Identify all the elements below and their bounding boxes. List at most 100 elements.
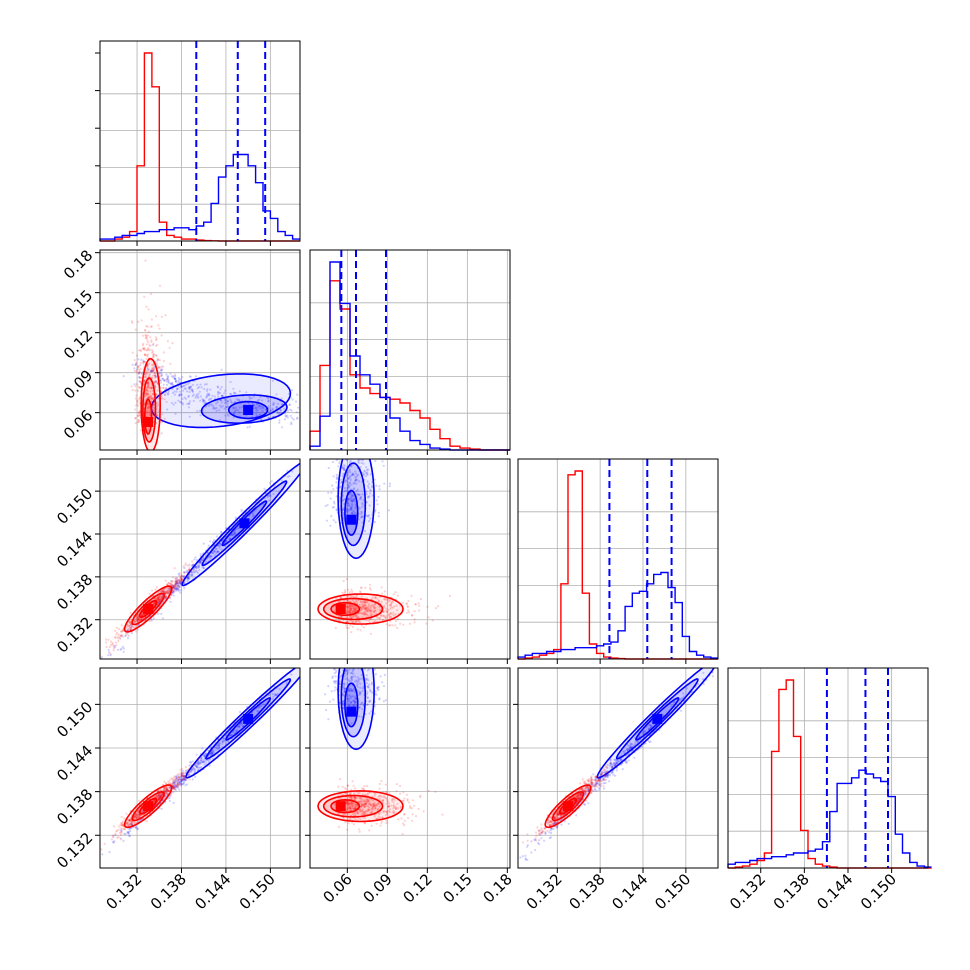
scatter-point xyxy=(128,819,131,822)
scatter-point xyxy=(336,656,338,658)
scatter-point xyxy=(166,789,170,792)
scatter-point xyxy=(150,386,153,389)
scatter-point xyxy=(148,592,151,595)
scatter-point xyxy=(202,758,205,761)
scatter-point xyxy=(358,620,361,623)
scatter-point xyxy=(130,627,133,630)
scatter-point xyxy=(184,769,187,772)
scatter-point xyxy=(216,747,219,750)
scatter-point xyxy=(142,342,145,345)
scatter-point xyxy=(202,566,205,569)
scatter-point xyxy=(347,504,350,507)
contour-level xyxy=(344,489,359,536)
scatter-point xyxy=(354,648,356,650)
scatter-point xyxy=(187,394,190,397)
scatter-point xyxy=(354,477,357,480)
scatter-point xyxy=(165,590,168,593)
scatter-point xyxy=(146,382,149,385)
contour-level xyxy=(317,593,404,625)
scatter-point xyxy=(133,815,137,819)
scatter-point xyxy=(176,387,179,390)
scatter-point xyxy=(349,651,351,653)
scatter-point xyxy=(251,512,254,516)
scatter-point xyxy=(176,780,179,783)
scatter-point xyxy=(181,774,184,777)
scatter-point xyxy=(134,821,137,824)
scatter-point xyxy=(354,503,357,506)
scatter-point xyxy=(162,588,165,591)
scatter-point xyxy=(178,584,181,587)
scatter-point xyxy=(148,362,151,365)
scatter-point xyxy=(191,388,194,392)
scatter-point xyxy=(113,840,116,843)
scatter-point xyxy=(191,573,194,576)
scatter-point xyxy=(158,596,161,599)
scatter-point xyxy=(268,411,271,414)
scatter-point xyxy=(383,604,386,607)
scatter-point xyxy=(402,623,405,626)
scatter-point xyxy=(158,797,161,800)
scatter-point xyxy=(352,655,354,657)
scatter-point xyxy=(344,442,346,444)
scatter-point xyxy=(163,379,166,382)
scatter-point xyxy=(176,784,180,788)
scatter-point xyxy=(349,611,352,614)
scatter-point xyxy=(194,765,198,768)
scatter-point xyxy=(171,585,175,588)
scatter-point xyxy=(174,401,177,404)
scatter-point xyxy=(120,831,123,835)
scatter-point xyxy=(358,480,361,483)
scatter-point xyxy=(367,679,370,682)
scatter-point xyxy=(150,370,153,373)
scatter-point xyxy=(166,789,169,793)
scatter-point xyxy=(351,616,354,619)
scatter-point xyxy=(158,798,161,801)
scatter-point xyxy=(149,292,152,296)
scatter-point xyxy=(146,390,149,393)
scatter-point xyxy=(363,604,366,607)
scatter-point xyxy=(367,615,370,618)
scatter-point xyxy=(342,707,345,710)
scatter-point xyxy=(159,796,162,799)
scatter-point xyxy=(179,577,183,581)
scatter-point xyxy=(268,499,271,502)
scatter-point xyxy=(208,403,211,406)
scatter-point xyxy=(349,697,352,700)
scatter-point xyxy=(363,478,366,481)
scatter-point xyxy=(191,563,194,567)
scatter-point xyxy=(155,362,158,365)
scatter-point xyxy=(213,549,216,553)
scatter-point xyxy=(137,815,140,818)
scatter-point xyxy=(174,784,177,787)
scatter-point xyxy=(325,708,328,712)
scatter-point xyxy=(349,430,351,432)
scatter-point xyxy=(151,350,154,353)
scatter-point xyxy=(362,626,365,629)
scatter-point xyxy=(206,392,209,395)
scatter-point xyxy=(182,775,185,778)
scatter-point xyxy=(70,697,72,699)
scatter-point xyxy=(173,787,176,790)
scatter-point xyxy=(218,742,222,745)
scatter-point xyxy=(147,368,150,371)
scatter-point xyxy=(143,347,146,350)
scatter-point xyxy=(150,340,153,343)
scatter-point xyxy=(156,357,159,360)
scatter-point xyxy=(162,351,166,354)
scatter-point xyxy=(128,818,131,822)
scatter-point xyxy=(217,743,220,746)
scatter-point xyxy=(361,503,364,506)
scatter-point xyxy=(172,589,175,592)
scatter-point xyxy=(176,786,179,789)
scatter-point xyxy=(341,665,343,667)
scatter-point xyxy=(175,777,178,780)
scatter-point xyxy=(183,774,186,778)
scatter-point xyxy=(408,611,411,614)
scatter-point xyxy=(267,397,270,400)
scatter-point xyxy=(366,514,369,518)
scatter-point xyxy=(223,738,226,742)
scatter-point xyxy=(368,504,371,507)
scatter-point xyxy=(343,464,346,467)
scatter-point xyxy=(233,392,236,395)
scatter-point xyxy=(283,407,286,410)
